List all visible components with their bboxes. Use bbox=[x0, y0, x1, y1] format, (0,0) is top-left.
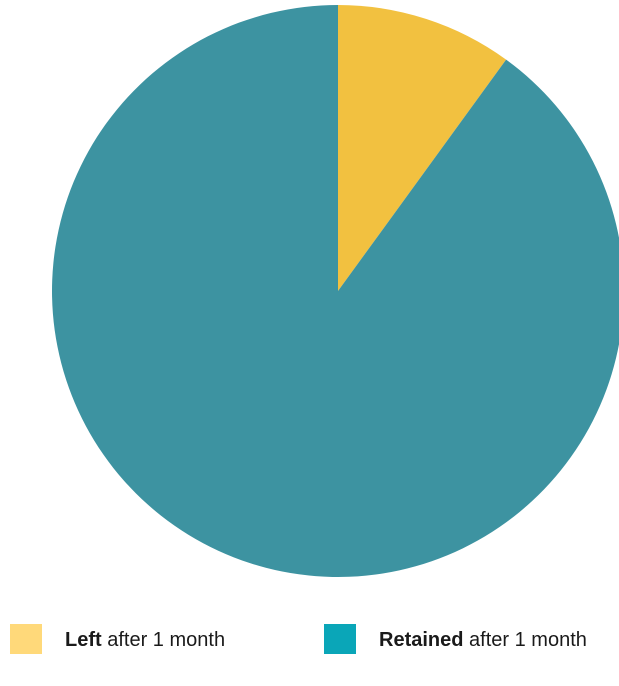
pie-slice-left bbox=[338, 5, 507, 291]
legend-label-left-bold: Left bbox=[65, 629, 102, 651]
pie-chart bbox=[52, 5, 619, 577]
legend-label-left: Left after 1 month bbox=[65, 626, 225, 654]
legend-label-retained: Retained after 1 month bbox=[379, 626, 589, 654]
pie-slice-retained bbox=[52, 5, 619, 577]
legend-label-retained-bold: Retained bbox=[379, 629, 464, 651]
legend-swatch-retained bbox=[324, 624, 356, 654]
legend-label-retained-rest: after 1 month bbox=[463, 629, 587, 651]
legend-swatch-left bbox=[10, 624, 42, 654]
legend-item-left: Left after 1 month bbox=[10, 624, 300, 664]
legend-label-left-rest: after 1 month bbox=[101, 629, 226, 651]
legend-item-retained: Retained after 1 month bbox=[324, 624, 614, 684]
